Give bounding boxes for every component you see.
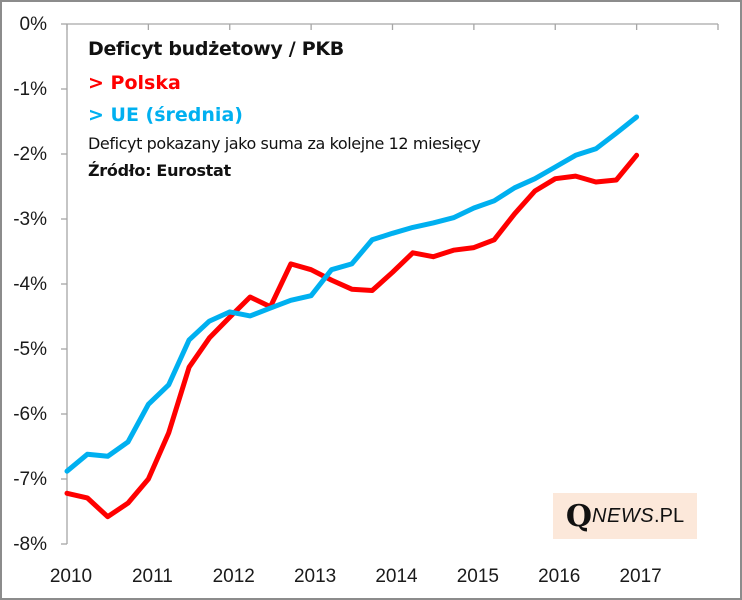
- y-tick-label: -6%: [13, 404, 47, 425]
- qnews-watermark: Q NEWS .PL: [553, 493, 697, 539]
- x-tick-label: 2013: [294, 566, 336, 587]
- x-tick-label: 2011: [132, 566, 173, 587]
- y-axis-labels: 0% -1% -2% -3% -4% -5% -6% -7% -8%: [13, 14, 47, 555]
- x-axis-labels: 2010 2011 2012 2013 2014 2015 2016 2017: [50, 566, 662, 587]
- watermark-news: NEWS: [592, 504, 655, 527]
- series-line-ue: [64, 114, 640, 474]
- x-tick-label: 2010: [50, 566, 92, 587]
- chart-source: Źródło: Eurostat: [88, 161, 231, 180]
- x-tick-label: 2017: [619, 566, 661, 587]
- chart-title: Deficyt budżetowy / PKB: [88, 38, 344, 60]
- y-tick-label: -7%: [13, 469, 47, 490]
- chart-subtitle: Deficyt pokazany jako suma za kolejne 12…: [88, 134, 481, 153]
- series-lines: [64, 114, 640, 520]
- x-tick-label: 2012: [213, 566, 255, 587]
- y-tick-label: -8%: [13, 534, 47, 555]
- y-tick-label: -1%: [13, 79, 47, 100]
- legend-entry-ue: > UE (średnia): [88, 104, 243, 126]
- y-tick-label: -2%: [13, 144, 47, 165]
- y-tick-label: -3%: [13, 209, 47, 230]
- x-tick-label: 2014: [375, 566, 418, 587]
- y-tick-label: 0%: [20, 14, 48, 35]
- watermark-pl: .PL: [654, 504, 685, 527]
- series-line-polska: [64, 152, 640, 520]
- watermark-logo-q: Q: [565, 498, 593, 534]
- legend-entry-polska: > Polska: [88, 72, 181, 94]
- y-tick-label: -5%: [13, 339, 47, 360]
- x-tick-label: 2016: [538, 566, 580, 587]
- y-tick-label: -4%: [13, 274, 47, 295]
- x-tick-label: 2015: [457, 566, 499, 587]
- axes: [61, 23, 719, 545]
